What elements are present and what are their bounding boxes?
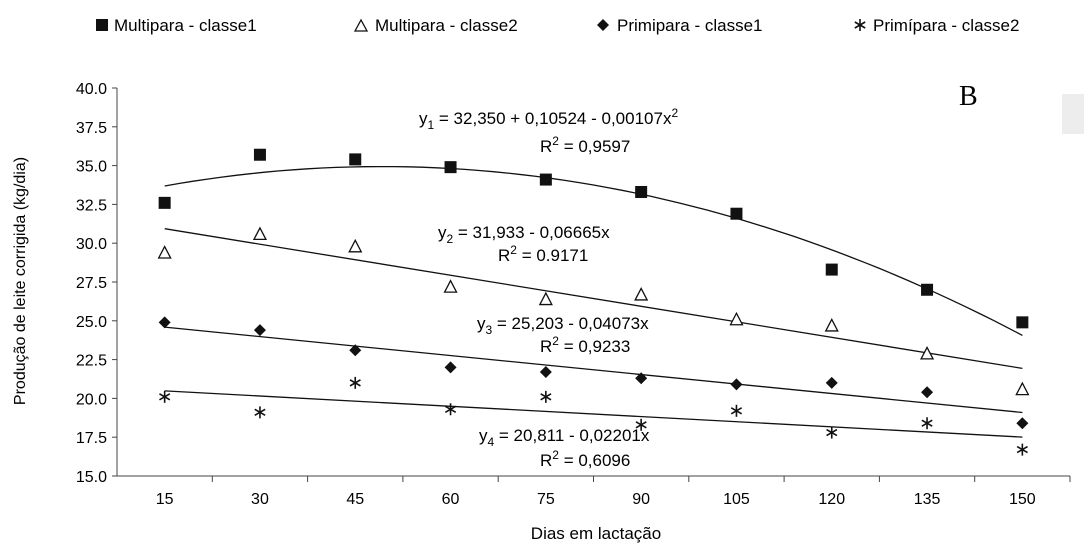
- equation-series-1: y1 = 32,350 + 0,10524 - 0,00107x2: [419, 106, 678, 132]
- y-tick-label: 37.5: [76, 120, 107, 137]
- point-series-2: [443, 279, 458, 293]
- trend-line-series-3: [164, 326, 1023, 414]
- point-series-3: [539, 366, 552, 379]
- point-series-1: [921, 283, 934, 296]
- x-tick-label: 150: [1009, 491, 1036, 508]
- x-tick-label: 30: [251, 491, 269, 508]
- x-tick-label: 15: [156, 491, 174, 508]
- x-axis-label: Dias em lactação: [531, 524, 661, 543]
- point-series-1: [1016, 316, 1029, 329]
- point-series-2: [824, 318, 839, 332]
- equation-series-4: y4 = 20,811 - 0,02201x: [479, 426, 650, 449]
- point-series-2: [157, 245, 172, 259]
- y-tick-label: 25.0: [76, 314, 107, 331]
- point-series-2: [919, 345, 935, 360]
- y-tick-label: 15.0: [76, 469, 107, 486]
- legend: Multipara - classe1 Multipara - classe2 …: [96, 16, 1019, 35]
- point-series-3: [349, 344, 362, 357]
- point-series-2: [729, 311, 744, 326]
- point-series-1: [730, 207, 743, 220]
- legend-marker-asterisk: [854, 19, 866, 31]
- x-tick-label: 75: [537, 491, 555, 508]
- point-series-3: [1016, 417, 1029, 430]
- point-series-3: [825, 376, 838, 389]
- r2-series-4: R2 = 0,6096: [540, 448, 630, 470]
- point-series-3: [730, 378, 743, 391]
- legend-label-series-1: Multipara - classe1: [114, 16, 257, 35]
- x-tick-label: 105: [723, 491, 750, 508]
- y-tick-label: 20.0: [76, 391, 107, 408]
- point-series-2: [348, 238, 363, 253]
- y-tick-label: 27.5: [76, 275, 107, 292]
- legend-label-series-3: Primipara - classe1: [617, 16, 763, 35]
- panel-label: B: [959, 81, 978, 112]
- trend-line-series-4: [164, 390, 1023, 438]
- x-tick-label: 45: [346, 491, 364, 508]
- data-points: [157, 148, 1030, 456]
- equation-series-3: y3 = 25,203 - 0,04073x: [477, 314, 649, 337]
- point-series-3: [253, 324, 266, 337]
- equation-series-2: y2 = 31,933 - 0,06665x: [438, 223, 610, 246]
- x-tick-label: 135: [914, 491, 941, 508]
- point-series-4: [730, 404, 743, 417]
- y-tick-label: 30.0: [76, 236, 107, 253]
- point-series-1: [539, 173, 552, 186]
- x-tick-label: 90: [632, 491, 650, 508]
- legend-marker-open-triangle: [353, 18, 369, 32]
- r2-series-1: R2 = 0,9597: [540, 134, 630, 156]
- point-series-4: [540, 390, 552, 403]
- point-series-1: [444, 161, 457, 174]
- trend-line-series-2: [164, 228, 1023, 370]
- point-series-3: [921, 386, 934, 399]
- y-tick-label: 40.0: [76, 81, 107, 98]
- point-series-3: [158, 316, 171, 329]
- legend-marker-filled-diamond: [597, 19, 609, 31]
- point-series-4: [444, 403, 457, 416]
- gray-box: [1062, 94, 1084, 134]
- point-series-4: [1016, 443, 1028, 456]
- point-series-4: [349, 376, 361, 389]
- y-tick-label: 32.5: [76, 197, 107, 214]
- equations: y1 = 32,350 + 0,10524 - 0,00107x2 R2 = 0…: [419, 106, 678, 470]
- point-series-4: [159, 390, 171, 403]
- y-tick-label: 35.0: [76, 159, 107, 176]
- legend-marker-filled-square: [96, 19, 108, 31]
- point-series-2: [1015, 381, 1030, 396]
- y-ticks: 15.0 17.5 20.0 22.5 25.0 27.5 30.0 32.5 35.0 37.5…: [76, 81, 117, 486]
- point-series-1: [349, 153, 362, 166]
- point-series-3: [635, 372, 648, 385]
- point-series-2: [538, 291, 553, 306]
- y-tick-label: 22.5: [76, 353, 107, 370]
- y-axis-label: Produção de leite corrigida (kg/dia): [12, 157, 29, 405]
- point-series-1: [635, 185, 648, 198]
- trend-lines: [164, 165, 1023, 438]
- point-series-1: [825, 263, 838, 276]
- point-series-4: [635, 418, 647, 431]
- point-series-2: [634, 287, 649, 301]
- r2-series-2: R2 = 0.9171: [498, 243, 588, 265]
- point-series-4: [921, 417, 933, 430]
- x-ticks: 15 30 45 60 75 90 105 120 135 150: [156, 476, 1071, 508]
- point-series-2: [252, 226, 268, 241]
- point-series-4: [254, 406, 266, 419]
- point-series-4: [826, 426, 838, 439]
- point-series-3: [444, 361, 457, 374]
- point-series-1: [158, 196, 171, 209]
- trend-line-series-1: [164, 165, 1023, 336]
- legend-label-series-2: Multipara - classe2: [375, 16, 518, 35]
- y-tick-label: 17.5: [76, 430, 107, 447]
- point-series-1: [253, 148, 266, 161]
- x-tick-label: 60: [442, 491, 460, 508]
- legend-label-series-4: Primípara - classe2: [873, 16, 1019, 35]
- r2-series-3: R2 = 0,9233: [540, 334, 630, 356]
- x-tick-label: 120: [818, 491, 845, 508]
